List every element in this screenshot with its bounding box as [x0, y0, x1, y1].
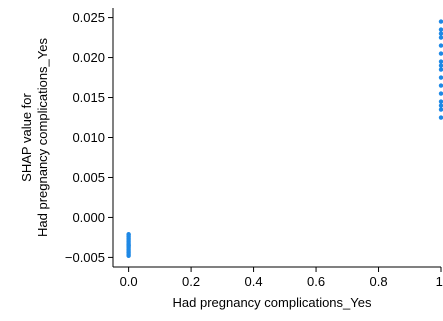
y-tick-label: 0.010: [72, 130, 105, 145]
data-point: [438, 75, 443, 80]
x-tick-label: 0.2: [182, 274, 200, 289]
data-point: [438, 51, 443, 56]
data-point: [126, 232, 131, 237]
data-point: [438, 59, 443, 64]
data-point: [438, 27, 443, 32]
x-tick-label: 0.0: [120, 274, 138, 289]
y-axis-title-line-1: SHAP value for: [19, 93, 34, 182]
data-point: [438, 103, 443, 108]
data-point: [438, 35, 443, 40]
y-tick-label: 0.005: [72, 170, 105, 185]
y-axis-title-line-2: Had pregnancy complications_Yes: [35, 38, 50, 237]
y-tick-label: −0.005: [65, 250, 105, 265]
y-tick-label: 0.025: [72, 10, 105, 25]
y-tick-label: 0.020: [72, 50, 105, 65]
data-point: [438, 99, 443, 104]
y-tick-label: 0.015: [72, 90, 105, 105]
x-tick-label: 1.: [436, 274, 443, 289]
data-point: [438, 19, 443, 24]
data-point: [438, 67, 443, 72]
y-axis-ticks: −0.005 0.000 0.005 0.010 0.015 0.020 0.025: [65, 10, 113, 265]
data-point: [438, 31, 443, 36]
data-point: [438, 83, 443, 88]
x-axis-title: Had pregnancy complications_Yes: [173, 295, 372, 310]
y-tick-label: 0.000: [72, 210, 105, 225]
data-point: [126, 243, 131, 248]
x-tick-label: 0.6: [307, 274, 325, 289]
x-tick-label: 0.4: [245, 274, 263, 289]
data-point: [438, 107, 443, 112]
data-point: [438, 63, 443, 68]
x-tick-label: 0.8: [369, 274, 387, 289]
data-point: [438, 43, 443, 48]
data-point: [438, 91, 443, 96]
data-points: [126, 19, 443, 259]
data-point: [438, 115, 443, 120]
x-axis-ticks: 0.0 0.2 0.4 0.6 0.8 1.: [120, 267, 443, 289]
